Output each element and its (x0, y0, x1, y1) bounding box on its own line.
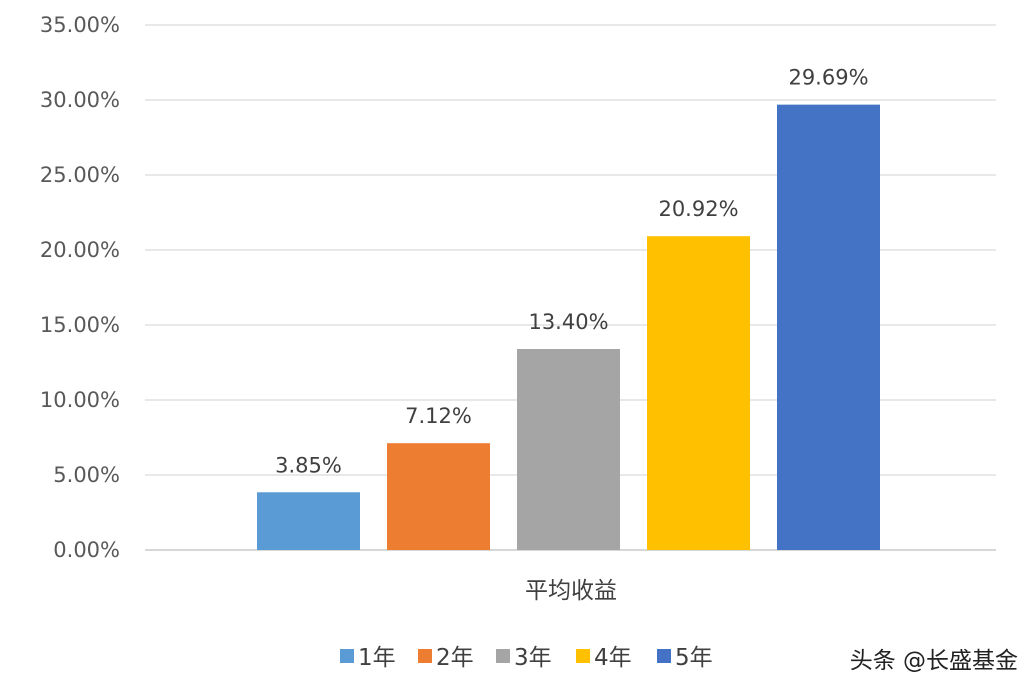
bar-2 (387, 443, 490, 550)
y-axis: 0.00% 5.00% 10.00% 15.00% 20.00% 25.00% 30.00%… (40, 13, 120, 562)
y-tick-label: 10.00% (40, 388, 120, 412)
bar-3 (517, 349, 620, 550)
bar-5 (777, 104, 880, 551)
legend: 1年 2年 3年 4年 5年 (340, 645, 713, 671)
legend-swatch (418, 649, 432, 663)
data-label: 13.40% (528, 310, 608, 334)
y-tick-label: 15.00% (40, 313, 120, 337)
legend-label: 1年 (358, 645, 396, 671)
legend-label: 4年 (594, 645, 632, 671)
legend-label: 3年 (514, 645, 552, 671)
data-labels: 3.85% 7.12% 13.40% 20.92% 29.69% (275, 66, 868, 478)
y-tick-label: 30.00% (40, 88, 120, 112)
x-category-label: 平均收益 (525, 578, 617, 604)
data-label: 29.69% (788, 66, 868, 90)
legend-swatch (657, 649, 671, 663)
legend-label: 5年 (675, 645, 713, 671)
data-label: 3.85% (275, 453, 342, 477)
bar-4 (647, 236, 750, 550)
watermark-text: 头条 @长盛基金 (850, 648, 1018, 674)
data-label: 20.92% (658, 197, 738, 221)
y-tick-label: 35.00% (40, 13, 120, 37)
legend-swatch (496, 649, 510, 663)
legend-swatch (576, 649, 590, 663)
legend-swatch (340, 649, 354, 663)
bar-1 (257, 492, 360, 550)
bars (257, 104, 880, 551)
legend-label: 2年 (436, 645, 474, 671)
data-label: 7.12% (405, 404, 472, 428)
y-tick-label: 20.00% (40, 238, 120, 262)
y-tick-label: 5.00% (53, 463, 120, 487)
y-tick-label: 25.00% (40, 163, 120, 187)
y-tick-label: 0.00% (53, 538, 120, 562)
